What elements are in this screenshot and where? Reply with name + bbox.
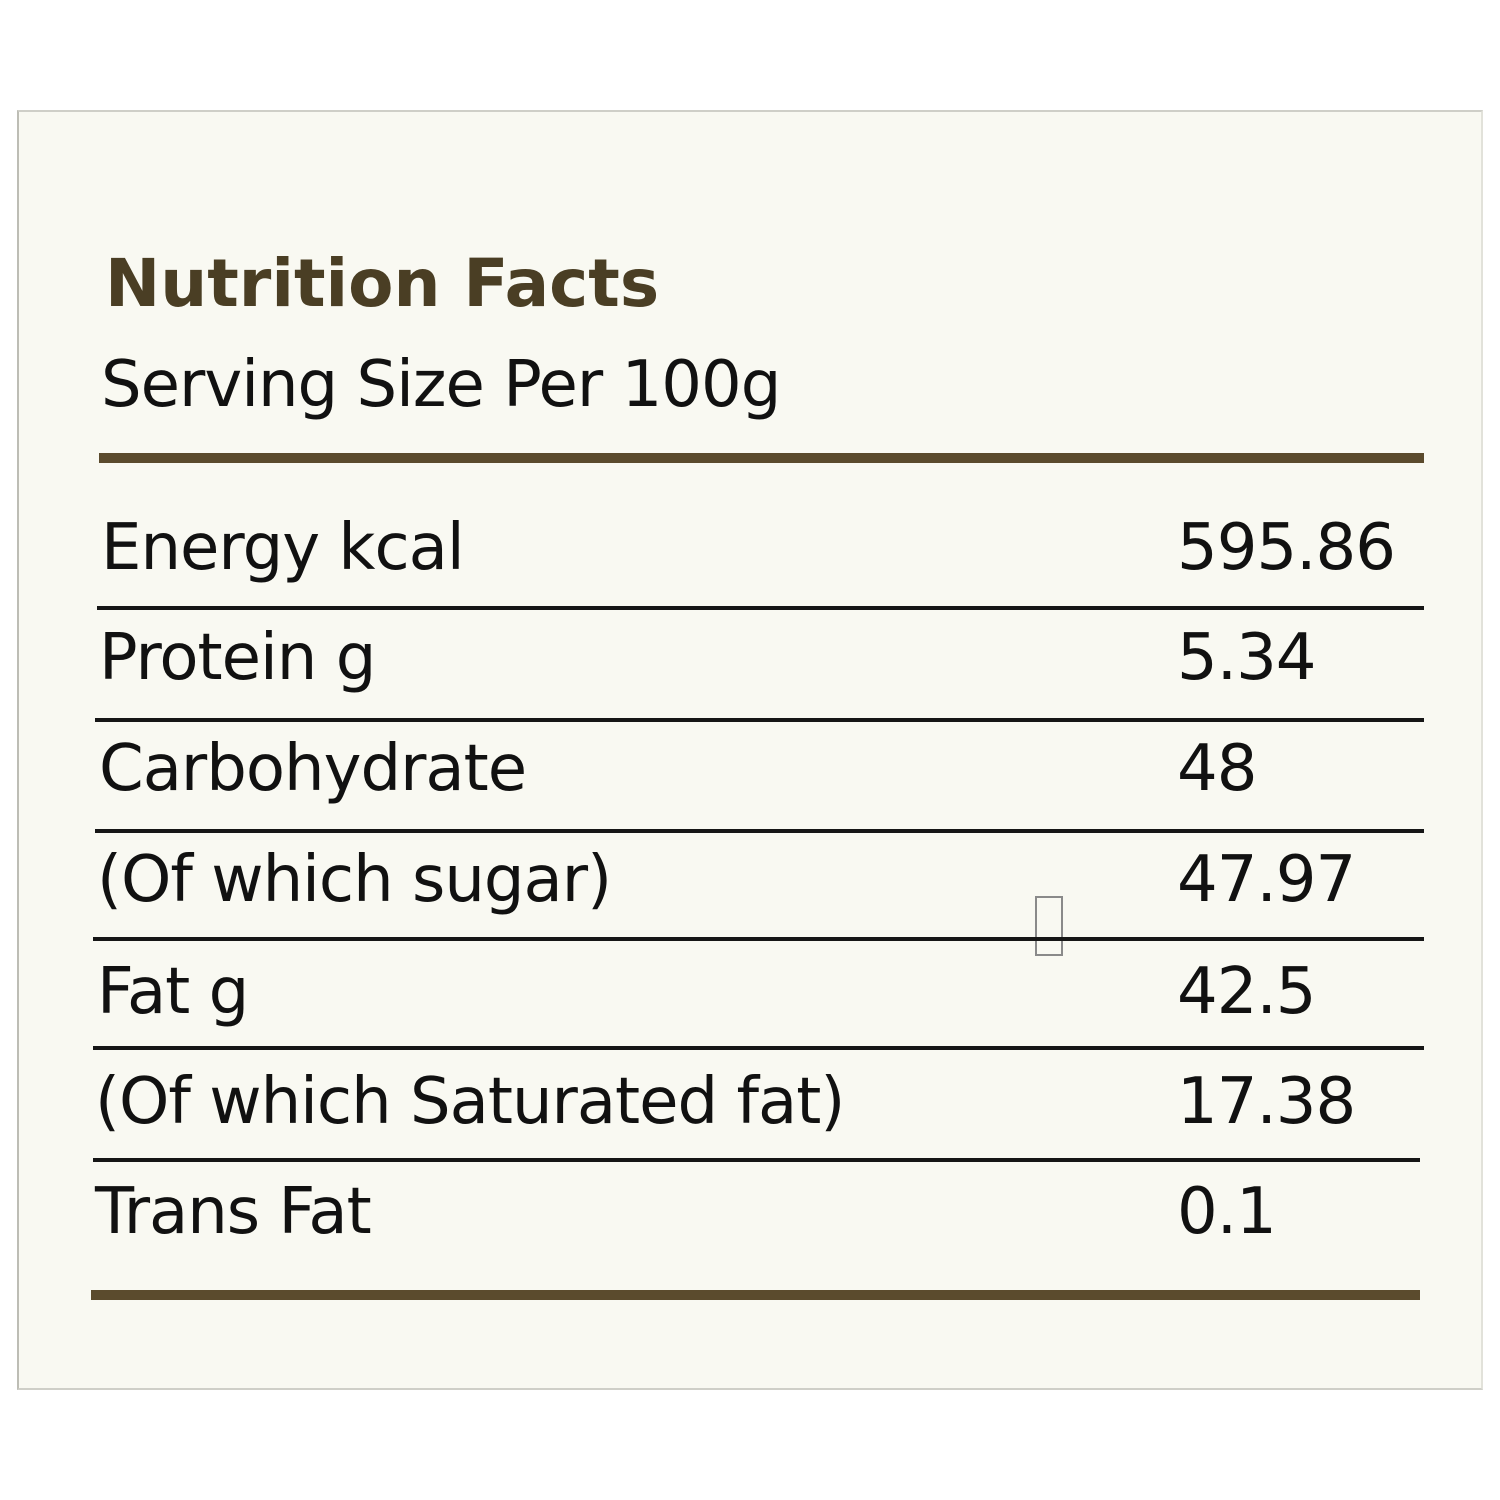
row-label-carbohydrate: Carbohydrate <box>99 732 527 806</box>
row-value-sugar: 47.97 <box>1177 843 1356 917</box>
row-value-protein: 5.34 <box>1177 621 1316 695</box>
row-divider <box>93 1158 1420 1162</box>
serving-size: Serving Size Per 100g <box>101 348 781 422</box>
row-label-saturated-fat: (Of which Saturated fat) <box>95 1065 845 1139</box>
row-value-fat: 42.5 <box>1177 955 1316 1029</box>
missing-glyph-box <box>1035 896 1063 956</box>
row-label-fat: Fat g <box>97 955 249 1029</box>
row-value-saturated-fat: 17.38 <box>1177 1065 1356 1139</box>
row-divider <box>95 829 1424 833</box>
row-label-trans-fat: Trans Fat <box>95 1175 372 1249</box>
row-divider <box>93 1046 1424 1050</box>
bottom-thick-divider <box>91 1290 1420 1300</box>
row-label-protein: Protein g <box>99 621 376 695</box>
row-value-trans-fat: 0.1 <box>1177 1175 1277 1249</box>
row-value-energy: 595.86 <box>1177 511 1396 585</box>
nutrition-label-panel: Nutrition Facts Serving Size Per 100g En… <box>17 110 1483 1390</box>
row-value-carbohydrate: 48 <box>1177 732 1257 806</box>
row-divider <box>95 718 1424 722</box>
row-divider <box>93 937 1424 941</box>
row-divider <box>97 606 1424 610</box>
top-thick-divider <box>99 453 1424 463</box>
row-label-energy: Energy kcal <box>101 511 465 585</box>
label-title: Nutrition Facts <box>105 245 660 322</box>
row-label-sugar: (Of which sugar) <box>97 843 612 917</box>
